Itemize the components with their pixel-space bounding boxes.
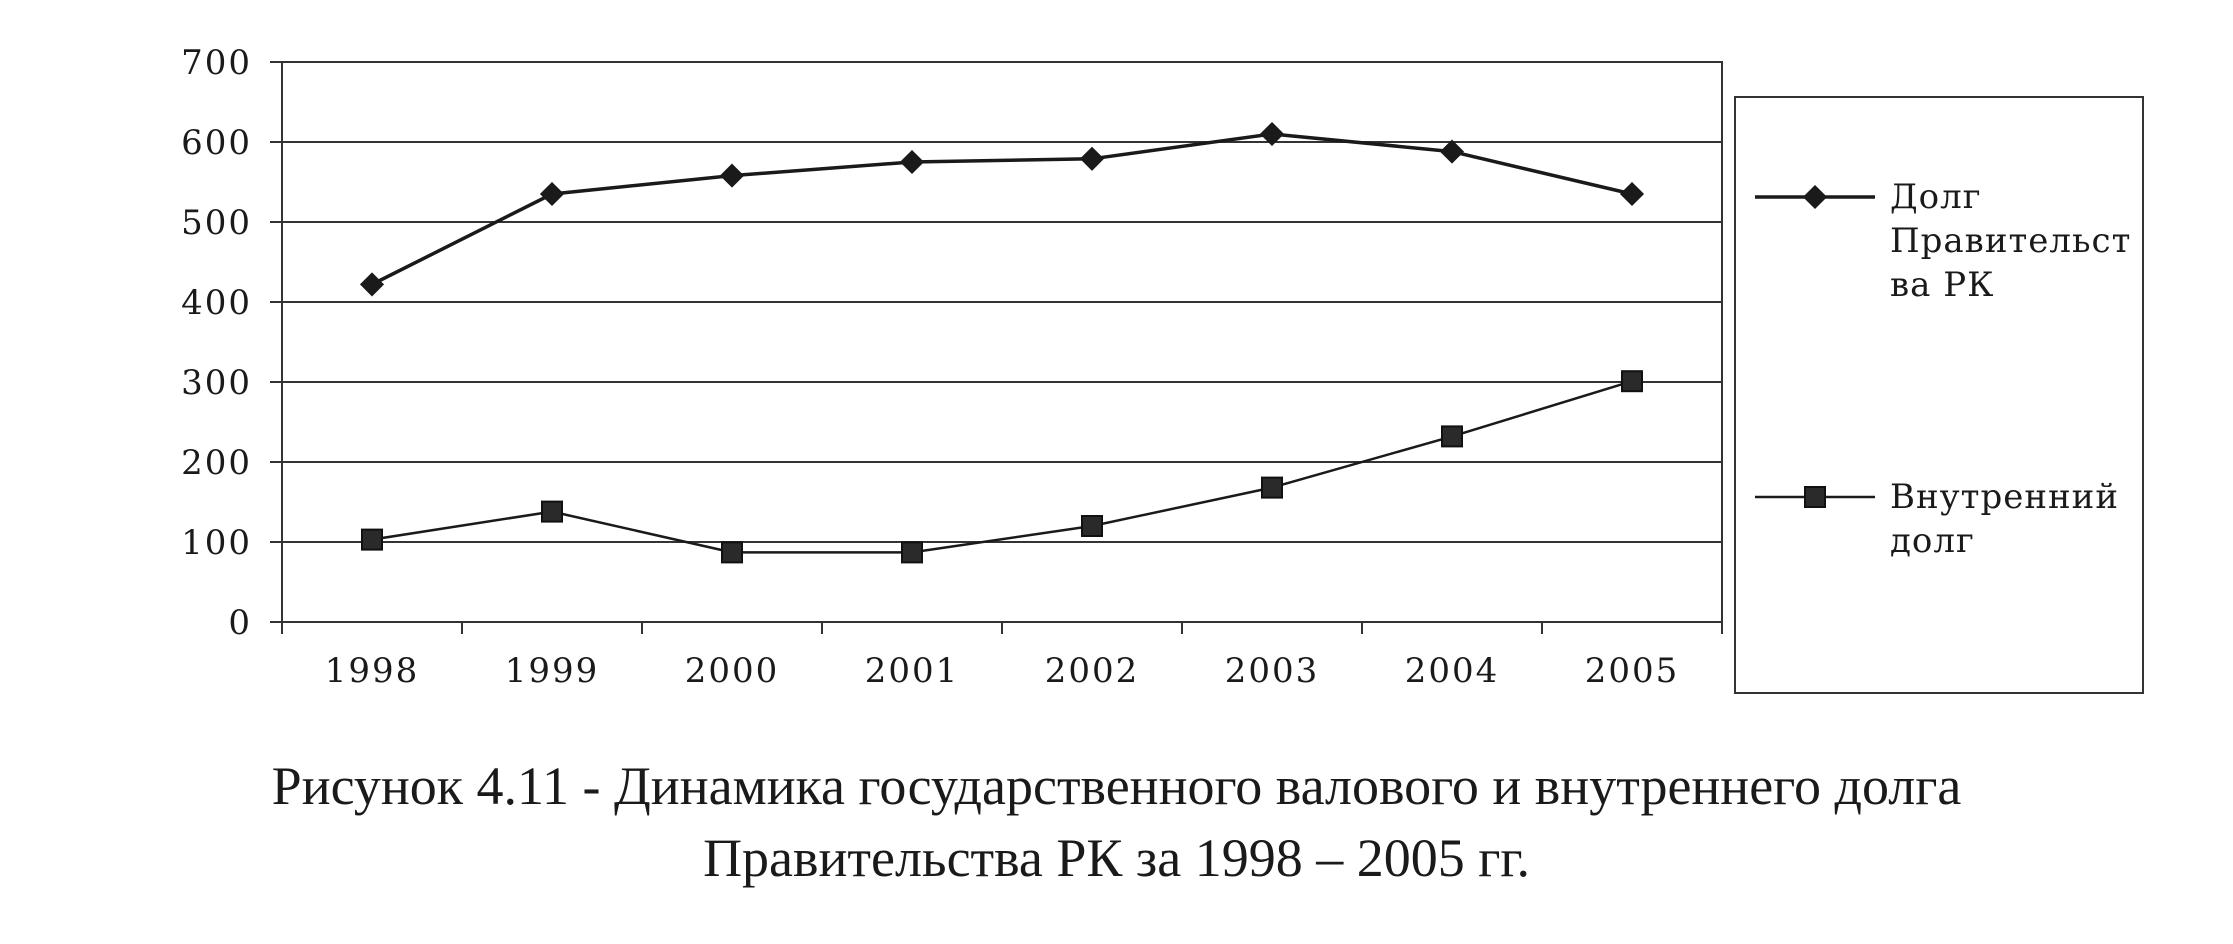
caption-line-1: Рисунок 4.11 - Динамика государственного… bbox=[271, 756, 1962, 816]
diamond-point bbox=[1619, 181, 1645, 207]
diamond-point bbox=[359, 272, 385, 297]
legend-label-line: ва РК bbox=[1890, 265, 1994, 305]
x-tick-label: 2003 bbox=[1225, 651, 1320, 691]
diamond-point bbox=[1439, 139, 1465, 164]
square-point bbox=[1441, 425, 1463, 448]
axes: 0 100 200 300 400 500 600 700 1998 1999 2000 2001 20… bbox=[181, 43, 1723, 691]
legend-label-line: долг bbox=[1890, 521, 1975, 561]
legend-label-line: Долг bbox=[1890, 177, 1982, 217]
square-point bbox=[1261, 476, 1283, 499]
legend: Долг Правительст ва РК Внутренний долг bbox=[1734, 96, 2144, 694]
series-1 bbox=[359, 121, 1645, 297]
x-tick-label: 2002 bbox=[1045, 651, 1140, 691]
x-tick-label: 2004 bbox=[1405, 651, 1500, 691]
diamond-point bbox=[719, 163, 745, 188]
y-tick-label: 500 bbox=[181, 203, 252, 243]
legend-entry-1: Долг Правительст ва РК bbox=[1755, 177, 2131, 305]
legend-label: Внутренний долг bbox=[1890, 477, 2119, 561]
legend-label-line: Внутренний bbox=[1890, 477, 2119, 517]
series-2 bbox=[361, 370, 1643, 564]
y-tick-label: 400 bbox=[181, 283, 252, 323]
legend-marker bbox=[1804, 486, 1826, 508]
y-tick-label: 600 bbox=[181, 123, 252, 163]
square-point bbox=[901, 541, 923, 564]
y-tick-label: 300 bbox=[181, 363, 252, 403]
square-point bbox=[1621, 370, 1643, 393]
series-line bbox=[371, 132, 1633, 286]
legend-entry-2: Внутренний долг bbox=[1755, 477, 2119, 561]
diamond-point bbox=[899, 149, 925, 175]
x-tick-label: 2005 bbox=[1585, 651, 1680, 691]
figure-caption: Рисунок 4.11 - Динамика государственного… bbox=[0, 750, 2233, 894]
y-tick-label: 0 bbox=[228, 603, 252, 643]
square-point bbox=[1081, 515, 1103, 537]
x-tick-label: 1999 bbox=[505, 651, 600, 691]
square-point bbox=[361, 528, 383, 551]
legend-box bbox=[1734, 96, 2144, 694]
x-tick-label: 2001 bbox=[865, 651, 960, 691]
gridlines bbox=[282, 61, 1722, 623]
y-tick-label: 200 bbox=[181, 443, 252, 483]
square-point bbox=[541, 500, 563, 523]
diamond-point bbox=[1259, 121, 1285, 147]
series-line bbox=[371, 380, 1633, 554]
y-tick-label: 700 bbox=[181, 43, 252, 83]
square-point bbox=[721, 541, 743, 564]
y-tick-label: 100 bbox=[181, 523, 252, 563]
caption-line-2: Правительства РК за 1998 – 2005 гг. bbox=[703, 828, 1530, 888]
x-tick-label: 1998 bbox=[325, 651, 420, 691]
x-tick-label: 2000 bbox=[685, 651, 780, 691]
diamond-point bbox=[539, 181, 565, 207]
diamond-point bbox=[1079, 146, 1105, 171]
series-layer bbox=[359, 121, 1645, 564]
legend-label-line: Правительст bbox=[1890, 221, 2131, 261]
legend-marker bbox=[1802, 184, 1828, 210]
legend-label: Долг Правительст ва РК bbox=[1890, 177, 2131, 305]
